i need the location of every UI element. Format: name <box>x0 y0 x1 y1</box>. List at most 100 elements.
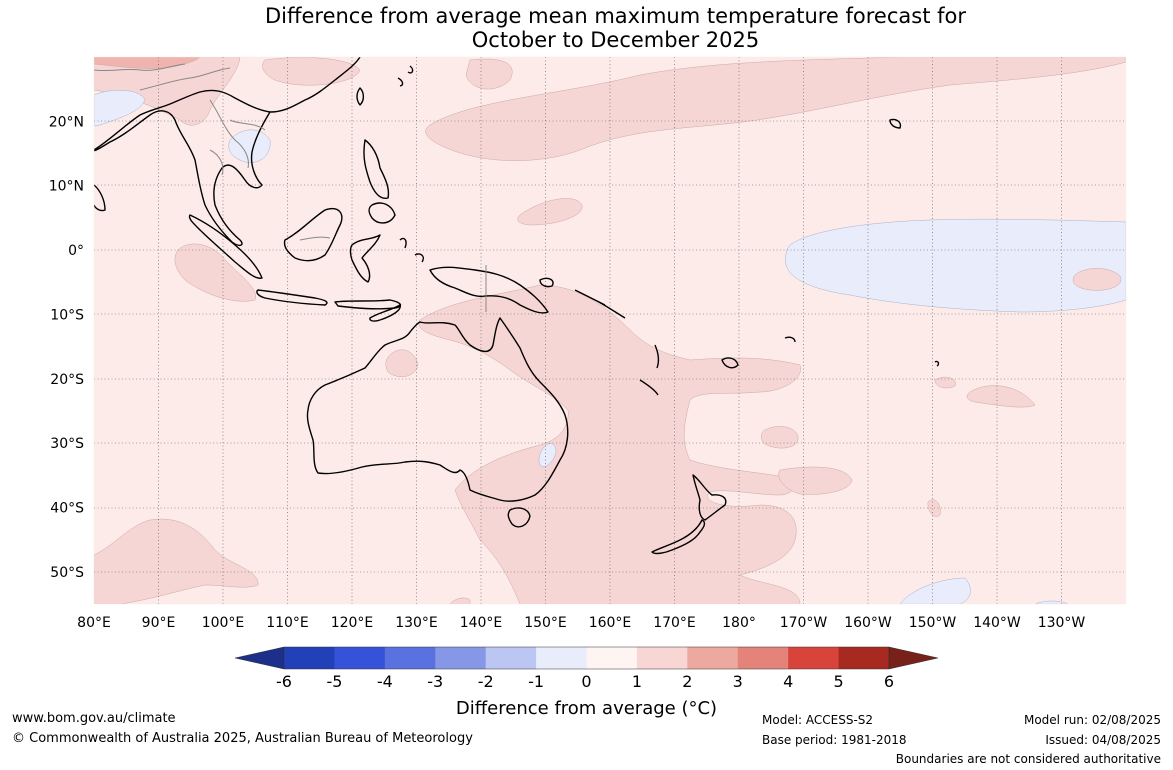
latitude-label: 30°S <box>50 436 84 452</box>
tasmania-coast <box>507 507 531 528</box>
warm-region-south-small <box>449 597 471 604</box>
disclaimer-text: Boundaries are not considered authoritat… <box>895 752 1161 766</box>
latitude-label: 40°S <box>50 500 84 516</box>
colorbar <box>234 646 939 670</box>
solomon-islands <box>574 289 626 319</box>
sri-lanka-india <box>94 184 106 212</box>
maluku-islands <box>399 237 424 263</box>
se-asia-mainland <box>94 57 361 247</box>
colorbar-segment <box>586 647 638 669</box>
new-guinea-coast <box>429 266 549 314</box>
colorbar-tick: -2 <box>478 672 494 691</box>
latitude-label: 10°S <box>50 307 84 323</box>
philippines-coast <box>363 139 390 199</box>
longitude-label: 150°W <box>909 615 957 631</box>
longitude-label: 130°E <box>395 615 438 631</box>
colorbar-tick: 1 <box>632 672 642 691</box>
latitude-label: 0° <box>68 243 84 259</box>
colorbar-tick: -4 <box>377 672 393 691</box>
cool-region-south-pacific <box>899 577 971 604</box>
title-line-2: October to December 2025 <box>471 28 760 52</box>
colorbar-segment <box>435 647 487 669</box>
longitude-label: 160°E <box>589 615 632 631</box>
colorbar-tick: 0 <box>581 672 591 691</box>
warm-region-indian <box>174 243 257 302</box>
colorbar-tick: 2 <box>682 672 692 691</box>
colorbar-tick: -3 <box>427 672 443 691</box>
colorbar-segment <box>636 647 688 669</box>
warm-region-equator <box>517 198 583 226</box>
longitude-label: 120°E <box>331 615 374 631</box>
longitude-label: 170°E <box>653 615 696 631</box>
gridlines <box>94 57 1126 604</box>
colorbar-arrow-low <box>234 646 285 670</box>
colorbar-segment <box>536 647 587 669</box>
longitude-label: 140°E <box>460 615 503 631</box>
latitude-label: 10°N <box>49 179 84 195</box>
longitude-label: 140°W <box>973 615 1021 631</box>
colorbar-segment <box>384 647 436 669</box>
cool-region-central-pacific <box>785 218 1126 313</box>
colorbar-segment <box>838 647 890 669</box>
new-zealand-south <box>651 519 706 555</box>
japan-coast <box>397 65 414 87</box>
colorbar-tick: -6 <box>276 672 292 691</box>
warm-region-north-small <box>262 57 361 86</box>
warm-region-north-small-2 <box>465 58 513 90</box>
borneo-coast <box>283 208 343 262</box>
colorbar-tick-labels: -6 -5 -4 -3 -2 -1 0 1 2 3 4 5 6 <box>276 672 894 691</box>
chart-title: Difference from average mean maximum tem… <box>0 4 1173 52</box>
new-caledonia <box>639 379 659 396</box>
colorbar-arrow-high <box>888 646 939 670</box>
colorbar-tick: -1 <box>528 672 544 691</box>
pacific-isle-1 <box>784 336 796 343</box>
latitude-tick-labels: 20°N 10°N 0° 10°S 20°S 30°S 40°S 50°S <box>49 114 84 580</box>
taiwan-coast <box>356 87 365 106</box>
australia-coast <box>306 317 569 502</box>
longitude-label: 160°W <box>844 615 892 631</box>
model-run-text: Model run: 02/08/2025 <box>1023 713 1161 727</box>
warm-region-south-tasman <box>778 466 853 495</box>
warm-region-north-australia <box>385 349 419 377</box>
cool-region-indochina <box>228 129 271 163</box>
anomaly-contours <box>94 57 1126 604</box>
warm-island-central-pacific <box>1072 268 1122 291</box>
hawaii-coast <box>889 118 902 129</box>
political-borders <box>94 63 487 312</box>
longitude-tick-labels: 80°E 90°E 100°E 110°E 120°E 130°E 140°E 150°E 16… <box>77 615 1085 631</box>
colorbar-segment <box>687 647 739 669</box>
longitude-label: 100°E <box>202 615 245 631</box>
latitude-label: 20°S <box>50 372 84 388</box>
colorbar-outline <box>283 646 890 670</box>
colorbar-tick: 6 <box>884 672 894 691</box>
longitude-label: 170°W <box>780 615 828 631</box>
warm-region-pacific-ellipse-1 <box>761 426 799 449</box>
longitude-label: 150°E <box>524 615 567 631</box>
warm-region-pacific-small <box>934 376 956 389</box>
colorbar-segment <box>485 647 537 669</box>
base-period-text: Base period: 1981-2018 <box>762 733 907 747</box>
longitude-label: 110°E <box>266 615 309 631</box>
fiji <box>721 357 739 369</box>
latitude-label: 20°N <box>49 114 84 130</box>
vanuatu <box>654 344 660 369</box>
sulawesi-coast <box>349 234 381 283</box>
map-frame <box>93 56 1127 605</box>
longitude-label: 90°E <box>142 615 176 631</box>
java-coast <box>256 289 328 306</box>
model-text: Model: ACCESS-S2 <box>762 713 874 727</box>
colorbar-label: Difference from average (°C) <box>455 698 718 719</box>
title-line-1: Difference from average mean maximum tem… <box>265 4 966 28</box>
colorbar-tick: 4 <box>783 672 793 691</box>
latitude-label: 50°S <box>50 565 84 581</box>
warm-region-pacific-ellipse-2 <box>966 385 1036 408</box>
longitude-label: 130°W <box>1038 615 1086 631</box>
papua-small-island <box>539 277 554 288</box>
copyright-text: © Commonwealth of Australia 2025, Austra… <box>12 731 473 746</box>
colorbar-tick: 5 <box>833 672 843 691</box>
issued-text: Issued: 04/08/2025 <box>1045 733 1161 747</box>
website-text: www.bom.gov.au/climate <box>12 711 176 726</box>
new-zealand-north <box>692 474 727 521</box>
colorbar-tick: -5 <box>326 672 342 691</box>
